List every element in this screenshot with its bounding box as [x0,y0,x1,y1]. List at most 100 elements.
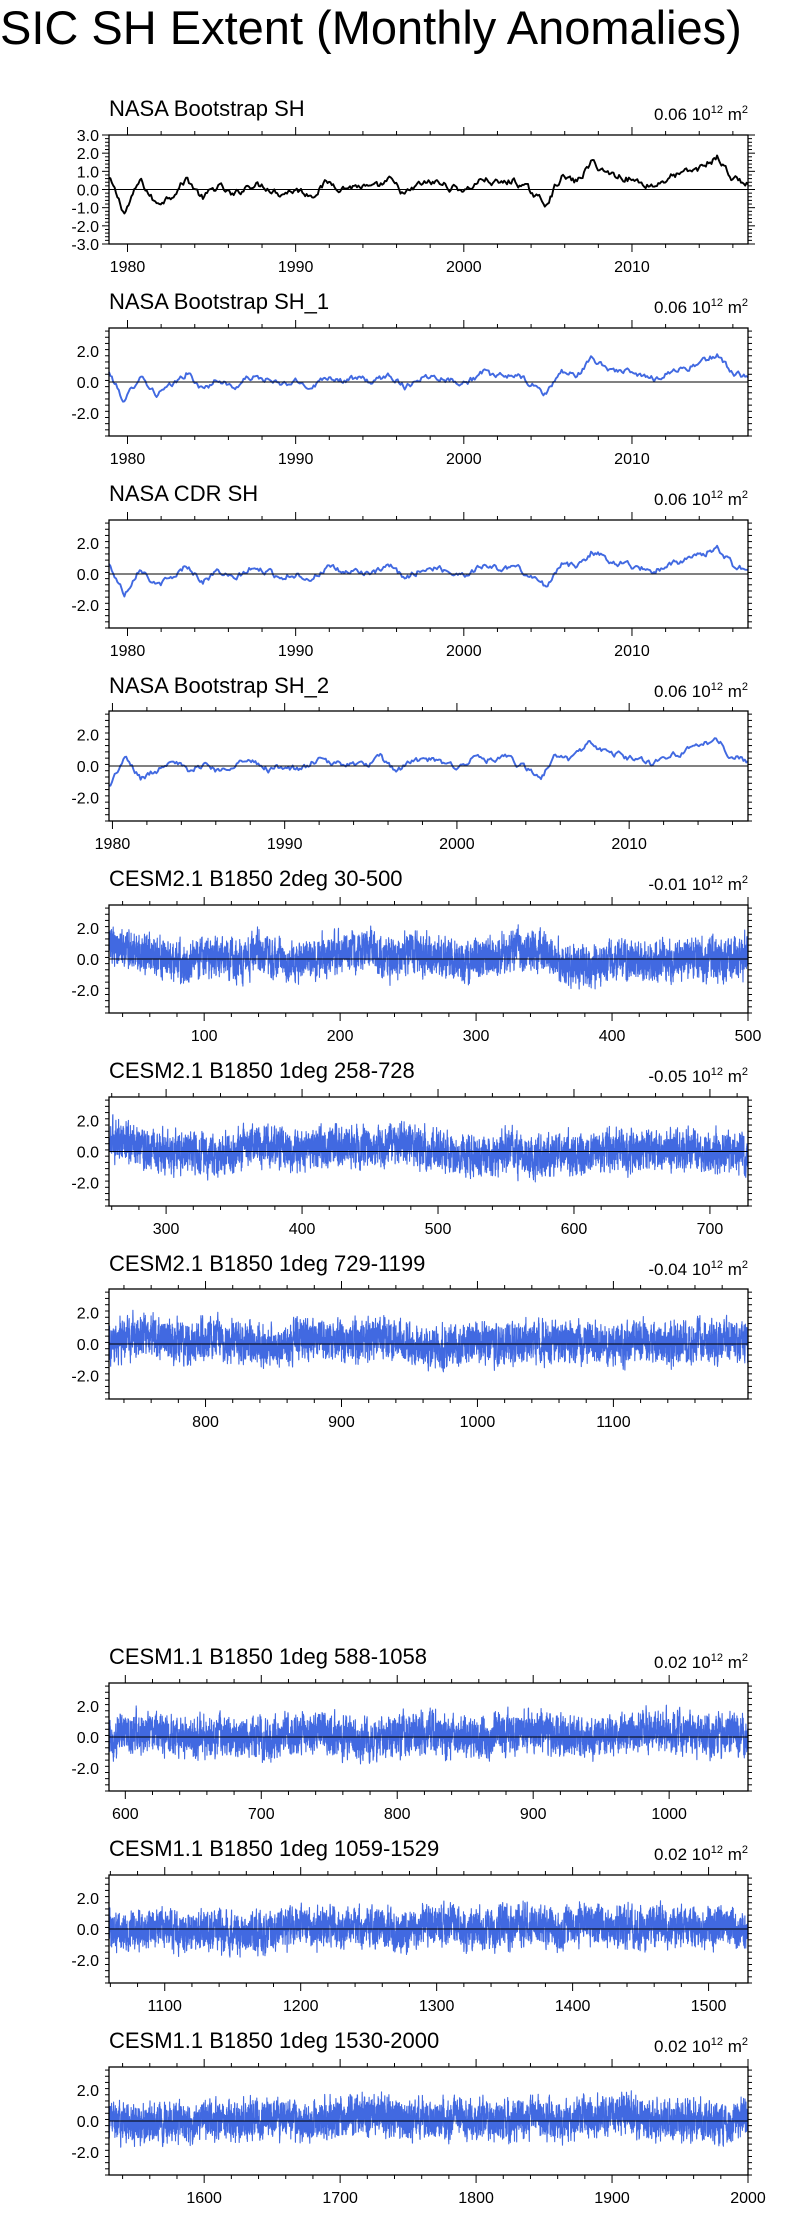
x-tick-label: 600 [112,1806,139,1823]
chart-panel: CESM2.1 B1850 1deg 258-728 -0.05 1012 m2 2… [71,1058,752,1238]
x-tick-label: 500 [735,1028,762,1045]
plot-frame [108,519,749,629]
y-tick-label: 0.0 [77,952,99,969]
y-tick-label: 2.0 [77,921,99,938]
y-tick-label: 2.0 [77,344,99,361]
y-tick-label: 0.0 [77,2114,99,2131]
plot-frame [108,1874,749,1984]
series-line [108,1900,749,1958]
series-line [108,353,749,403]
x-tick-label: 2000 [446,451,482,468]
y-tick-label: -2.0 [71,406,99,423]
series-line [108,924,749,990]
x-tick-label: 1990 [278,259,314,276]
plot-frame [108,1682,749,1792]
chart-panel: CESM1.1 B1850 1deg 1530-2000 0.02 1012 m2… [71,2028,765,2207]
panel-title: CESM2.1 B1850 1deg 729-1199 [109,1251,425,1276]
panel-mean-label: -0.05 1012 m2 [648,1066,748,1086]
chart-panel: NASA Bootstrap SH_2 0.06 1012 m2 2.0 0.0 -2.… [71,673,752,853]
y-tick-label: 0.0 [77,375,99,392]
y-tick-label: 2.0 [77,1891,99,1908]
y-tick-label: -2.0 [71,790,99,807]
panel-mean-label: 0.02 1012 m2 [654,1652,748,1672]
x-tick-label: 600 [561,1221,588,1238]
x-tick-label: 1990 [278,643,314,660]
panel-title: NASA Bootstrap SH [109,96,305,121]
x-tick-label: 1500 [691,1998,727,2015]
figure-title: SIC SH Extent (Monthly Anomalies) [0,1,742,54]
y-tick-label: 0.0 [77,1145,99,1162]
x-tick-label: 900 [328,1414,355,1431]
x-tick-label: 800 [384,1806,411,1823]
plot-frame [108,710,749,822]
y-tick-label: -2.0 [71,1953,99,1970]
chart-panel: NASA Bootstrap SH_1 0.06 1012 m2 2.0 0.0 -2.… [71,289,752,468]
y-tick-label: 0.0 [77,1337,99,1354]
panel-mean-label: 0.06 1012 m2 [654,297,748,317]
y-tick-label: -2.0 [71,598,99,615]
x-tick-label: 800 [192,1414,219,1431]
y-tick-label: -2.0 [71,1176,99,1193]
panel-title: CESM2.1 B1850 1deg 258-728 [109,1058,415,1083]
x-tick-label: 400 [289,1221,316,1238]
x-tick-label: 1200 [283,1998,319,2015]
x-tick-label: 500 [425,1221,452,1238]
panel-title: NASA CDR SH [109,481,258,506]
x-tick-label: 2000 [446,259,482,276]
x-tick-label: 1100 [596,1414,631,1431]
panel-mean-label: -0.04 1012 m2 [648,1259,748,1279]
y-tick-label: 2.0 [77,728,99,745]
chart-panel: CESM1.1 B1850 1deg 1059-1529 0.02 1012 m2… [71,1836,752,2015]
series-line [108,154,749,215]
x-tick-label: 700 [697,1221,724,1238]
plot-frame [108,1096,749,1207]
x-tick-label: 2000 [439,836,475,853]
chart-panel: NASA CDR SH 0.06 1012 m2 2.0 0.0 -2.0 1980 199… [71,481,752,660]
x-tick-label: 2010 [614,643,650,660]
series-line [108,737,749,787]
x-tick-label: 1900 [594,2190,630,2207]
x-tick-label: 1700 [322,2190,358,2207]
x-tick-label: 1980 [95,836,131,853]
plot-frame [108,904,749,1014]
x-tick-label: 300 [463,1028,490,1045]
x-tick-label: 1980 [110,451,146,468]
chart-panel: CESM1.1 B1850 1deg 588-1058 0.02 1012 m2 2… [71,1644,752,1823]
panel-title: CESM2.1 B1850 2deg 30-500 [109,866,403,891]
x-tick-label: 2000 [730,2190,766,2207]
y-tick-label: -2.0 [71,1761,99,1778]
x-tick-label: 1400 [555,1998,591,2015]
chart-panel: NASA Bootstrap SH 0.06 1012 m2 3.02.01.0 0.… [71,96,755,276]
panel-mean-label: 0.06 1012 m2 [654,489,748,509]
y-tick-label: 0.0 [77,1730,99,1747]
plot-frame [108,1288,749,1400]
panel-mean-label: 0.02 1012 m2 [654,2036,748,2056]
series-line [108,2090,749,2148]
x-tick-label: 300 [153,1221,180,1238]
x-tick-label: 1000 [460,1414,496,1431]
panel-mean-label: 0.06 1012 m2 [654,104,748,124]
x-tick-label: 400 [599,1028,626,1045]
y-tick-label: 2.0 [77,146,99,163]
series-line [108,1309,749,1373]
y-tick-label: 2.0 [77,1306,99,1323]
plot-frame [108,327,749,437]
y-tick-label: 1.0 [77,164,99,181]
y-tick-label: 0.0 [77,1922,99,1939]
y-tick-label: -2.0 [71,2145,99,2162]
panel-mean-label: 0.06 1012 m2 [654,681,748,701]
panel-title: CESM1.1 B1850 1deg 1059-1529 [109,1836,439,1861]
panel-title: CESM1.1 B1850 1deg 1530-2000 [109,2028,439,2053]
series-line [108,544,749,598]
x-tick-label: 1600 [186,2190,222,2207]
series-line [108,1704,749,1765]
x-tick-label: 2010 [614,259,650,276]
x-tick-label: 700 [248,1806,275,1823]
y-tick-label: 0.0 [77,759,99,776]
y-tick-label: -1.0 [71,201,99,218]
plot-frame [108,2066,749,2176]
y-tick-label: -2.0 [71,1368,99,1385]
chart-panel: CESM2.1 B1850 1deg 729-1199 -0.04 1012 m2… [71,1251,752,1431]
panel-title: NASA Bootstrap SH_1 [109,289,329,314]
